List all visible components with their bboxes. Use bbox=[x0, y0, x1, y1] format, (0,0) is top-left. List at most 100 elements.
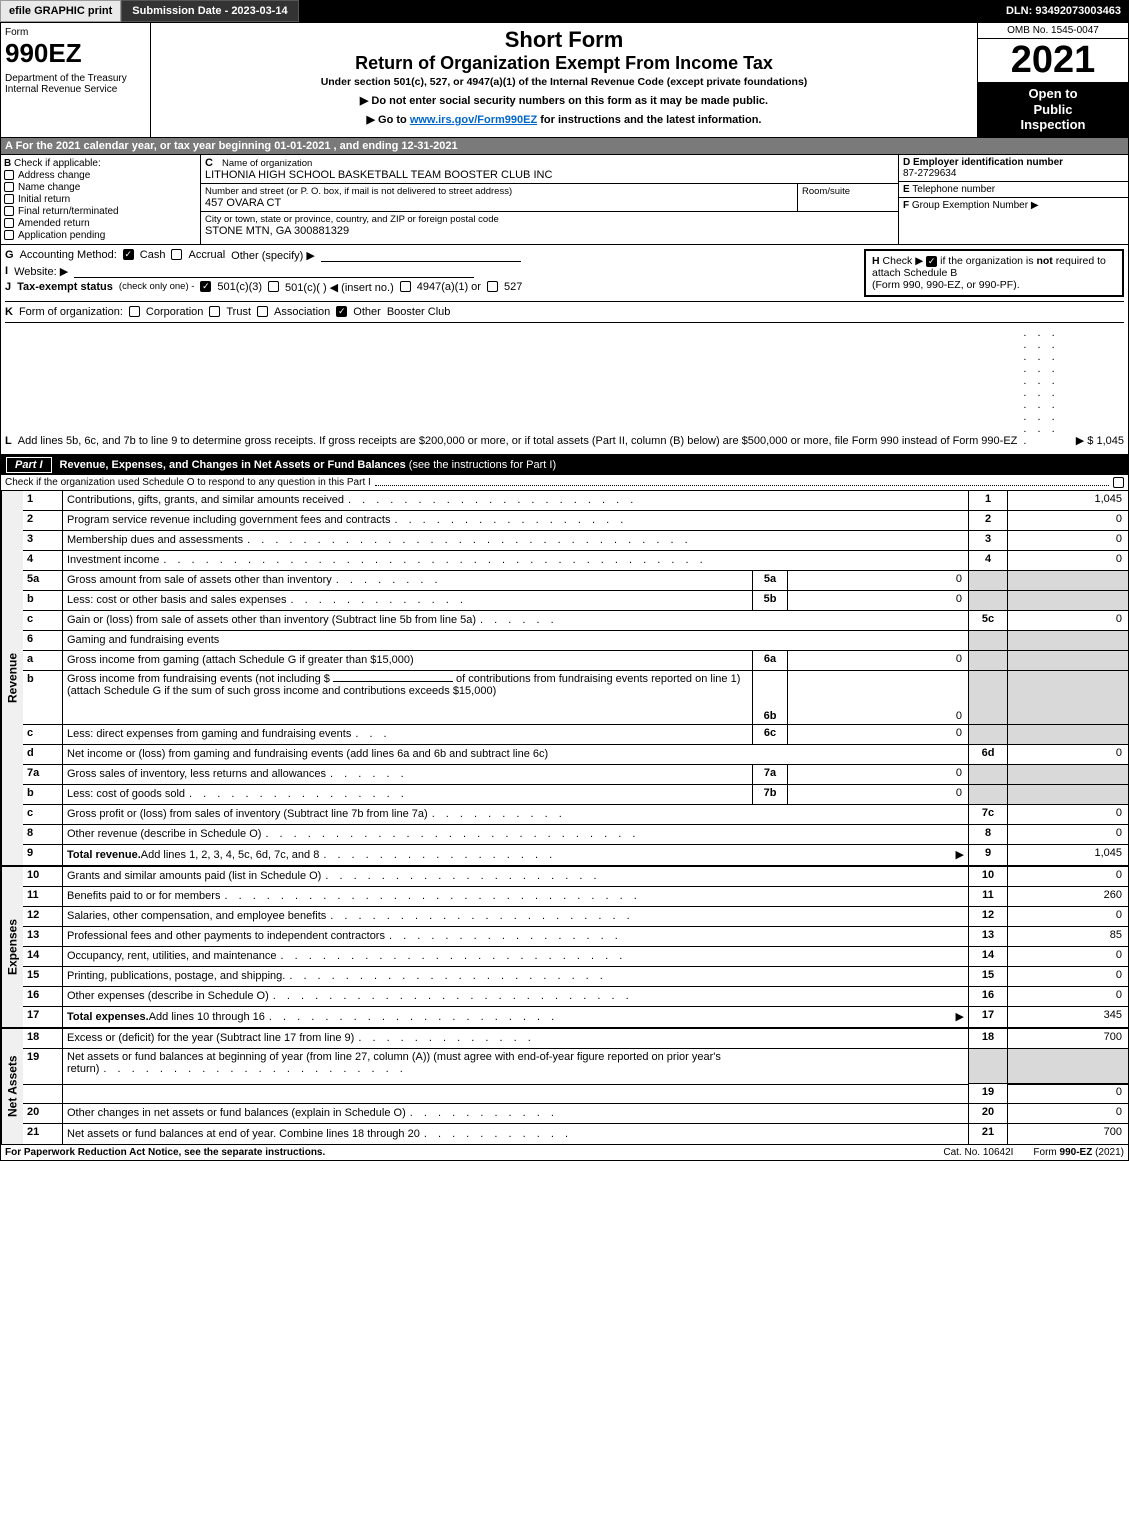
accounting-method-label: Accounting Method: bbox=[20, 249, 117, 262]
h-text-not: not bbox=[1036, 255, 1052, 267]
group-exempt-label: Group Exemption Number ▶ bbox=[912, 200, 1039, 211]
501c-label: 501(c)( ) ◀ (insert no.) bbox=[285, 281, 394, 294]
tax-year: 2021 bbox=[978, 39, 1128, 82]
efile-print-button[interactable]: efile GRAPHIC print bbox=[0, 0, 121, 22]
line-11: 11 Benefits paid to or for members. . . … bbox=[23, 887, 1128, 907]
footer-left: For Paperwork Reduction Act Notice, see … bbox=[5, 1147, 923, 1158]
irs-link[interactable]: www.irs.gov/Form990EZ bbox=[410, 114, 537, 126]
street-label: Number and street (or P. O. box, if mail… bbox=[205, 186, 793, 197]
instr-1: ▶ Do not enter social security numbers o… bbox=[155, 94, 973, 107]
checkbox-icon bbox=[4, 206, 14, 216]
org-name-value: LITHONIA HIGH SCHOOL BASKETBALL TEAM BOO… bbox=[205, 169, 552, 181]
section-b-label: B bbox=[4, 158, 11, 169]
cash-label: Cash bbox=[140, 249, 166, 262]
omb-number: OMB No. 1545-0047 bbox=[978, 23, 1128, 39]
527-label: 527 bbox=[504, 281, 522, 294]
section-l-label: L bbox=[5, 435, 12, 447]
chk-initial-return[interactable]: Initial return bbox=[4, 194, 197, 205]
section-d: D Employer identification number 87-2729… bbox=[899, 155, 1128, 182]
section-b-text: Check if applicable: bbox=[14, 158, 101, 169]
line-16: 16 Other expenses (describe in Schedule … bbox=[23, 987, 1128, 1007]
line-5c: c Gain or (loss) from sale of assets oth… bbox=[23, 611, 1128, 631]
line-6b: b Gross income from fundraising events (… bbox=[23, 671, 1128, 725]
line-7c: c Gross profit or (loss) from sales of i… bbox=[23, 805, 1128, 825]
chk-application-pending[interactable]: Application pending bbox=[4, 230, 197, 241]
section-h-label: H bbox=[872, 255, 880, 267]
section-def: D Employer identification number 87-2729… bbox=[898, 155, 1128, 244]
net-assets-vtab: Net Assets bbox=[1, 1029, 23, 1144]
line-19b: 19 0 bbox=[23, 1084, 1128, 1104]
chk-amended-return[interactable]: Amended return bbox=[4, 218, 197, 229]
line-4: 4 Investment income. . . . . . . . . . .… bbox=[23, 551, 1128, 571]
website-input[interactable] bbox=[74, 265, 474, 278]
section-l: L Add lines 5b, 6c, and 7b to line 9 to … bbox=[5, 327, 1124, 447]
section-f: F Group Exemption Number ▶ bbox=[899, 198, 1128, 213]
line-17: 17 Total expenses. Add lines 10 through … bbox=[23, 1007, 1128, 1027]
ein-label: Employer identification number bbox=[913, 157, 1063, 168]
checkbox-checked-icon: ✓ bbox=[123, 249, 134, 260]
line-18: 18 Excess or (deficit) for the year (Sub… bbox=[23, 1029, 1128, 1049]
checkbox-checked-icon: ✓ bbox=[200, 281, 211, 292]
line-9: 9 Total revenue. Add lines 1, 2, 3, 4, 5… bbox=[23, 845, 1128, 865]
org-name-row: C Name of organization LITHONIA HIGH SCH… bbox=[201, 155, 898, 184]
section-e-label: E bbox=[903, 184, 910, 195]
footer-mid: Cat. No. 10642I bbox=[923, 1147, 1033, 1158]
part-1-header: Part I Revenue, Expenses, and Changes in… bbox=[0, 455, 1129, 475]
checkbox-checked-icon: ✓ bbox=[336, 306, 347, 317]
submission-date-button[interactable]: Submission Date - 2023-03-14 bbox=[121, 0, 298, 22]
check-only-one: (check only one) - bbox=[119, 281, 195, 294]
checkbox-icon bbox=[209, 306, 220, 317]
gross-receipts-value: ▶ $ 1,045 bbox=[1076, 434, 1124, 447]
line-19: 19 Net assets or fund balances at beginn… bbox=[23, 1049, 1128, 1085]
top-bar: efile GRAPHIC print Submission Date - 20… bbox=[0, 0, 1129, 22]
line-6: 6 Gaming and fundraising events bbox=[23, 631, 1128, 651]
form-number: 990EZ bbox=[5, 38, 146, 69]
line-7b: b Less: cost of goods sold. . . . . . . … bbox=[23, 785, 1128, 805]
checkbox-icon bbox=[4, 230, 14, 240]
instr-2: ▶ Go to www.irs.gov/Form990EZ for instru… bbox=[155, 113, 973, 126]
tax-exempt-label: Tax-exempt status bbox=[17, 281, 113, 294]
form-header: Form 990EZ Department of the Treasury In… bbox=[0, 22, 1129, 138]
part-1-title: Revenue, Expenses, and Changes in Net As… bbox=[60, 459, 1123, 471]
section-g-label: G bbox=[5, 249, 14, 262]
title-sub: Return of Organization Exempt From Incom… bbox=[155, 53, 973, 74]
line-2: 2 Program service revenue including gove… bbox=[23, 511, 1128, 531]
chk-address-change[interactable]: Address change bbox=[4, 170, 197, 181]
phone-label: Telephone number bbox=[912, 184, 995, 195]
other-specify-label: Other (specify) ▶ bbox=[231, 249, 315, 262]
checkbox-icon bbox=[4, 182, 14, 192]
line-6d: d Net income or (loss) from gaming and f… bbox=[23, 745, 1128, 765]
chk-final-return[interactable]: Final return/terminated bbox=[4, 206, 197, 217]
section-d-label: D bbox=[903, 157, 910, 168]
city-row: City or town, state or province, country… bbox=[201, 212, 898, 239]
section-g: G Accounting Method: ✓ Cash Accrual Othe… bbox=[5, 249, 848, 262]
accrual-label: Accrual bbox=[188, 249, 225, 262]
line-3: 3 Membership dues and assessments. . . .… bbox=[23, 531, 1128, 551]
form-label: Form bbox=[5, 27, 146, 38]
line-15: 15 Printing, publications, postage, and … bbox=[23, 967, 1128, 987]
misc-block: G Accounting Method: ✓ Cash Accrual Othe… bbox=[0, 245, 1129, 455]
part-1-sub-text: Check if the organization used Schedule … bbox=[5, 477, 371, 488]
other-specify-input[interactable] bbox=[321, 249, 521, 262]
line-10: 10 Grants and similar amounts paid (list… bbox=[23, 867, 1128, 887]
dln-label: DLN: 93492073003463 bbox=[998, 0, 1129, 22]
info-grid: B Check if applicable: Address change Na… bbox=[0, 155, 1129, 245]
line-20: 20 Other changes in net assets or fund b… bbox=[23, 1104, 1128, 1124]
line-1: 1 Contributions, gifts, grants, and simi… bbox=[23, 491, 1128, 511]
gross-receipts-text: Add lines 5b, 6c, and 7b to line 9 to de… bbox=[18, 435, 1018, 447]
footer: For Paperwork Reduction Act Notice, see … bbox=[0, 1145, 1129, 1161]
title-main: Short Form bbox=[155, 27, 973, 53]
line-14: 14 Occupancy, rent, utilities, and maint… bbox=[23, 947, 1128, 967]
checkbox-icon bbox=[4, 194, 14, 204]
section-i: I Website: ▶ bbox=[5, 265, 848, 278]
instr-2-post: for instructions and the latest informat… bbox=[537, 114, 761, 126]
checkbox-icon bbox=[171, 249, 182, 260]
chk-name-change[interactable]: Name change bbox=[4, 182, 197, 193]
part-1-table: Revenue 1 Contributions, gifts, grants, … bbox=[0, 491, 1129, 1145]
section-k-label: K bbox=[5, 306, 13, 318]
section-i-label: I bbox=[5, 265, 8, 278]
checkbox-icon bbox=[129, 306, 140, 317]
section-e: E Telephone number bbox=[899, 182, 1128, 198]
expenses-vtab: Expenses bbox=[1, 867, 23, 1027]
dept-label: Department of the Treasury Internal Reve… bbox=[5, 73, 146, 95]
